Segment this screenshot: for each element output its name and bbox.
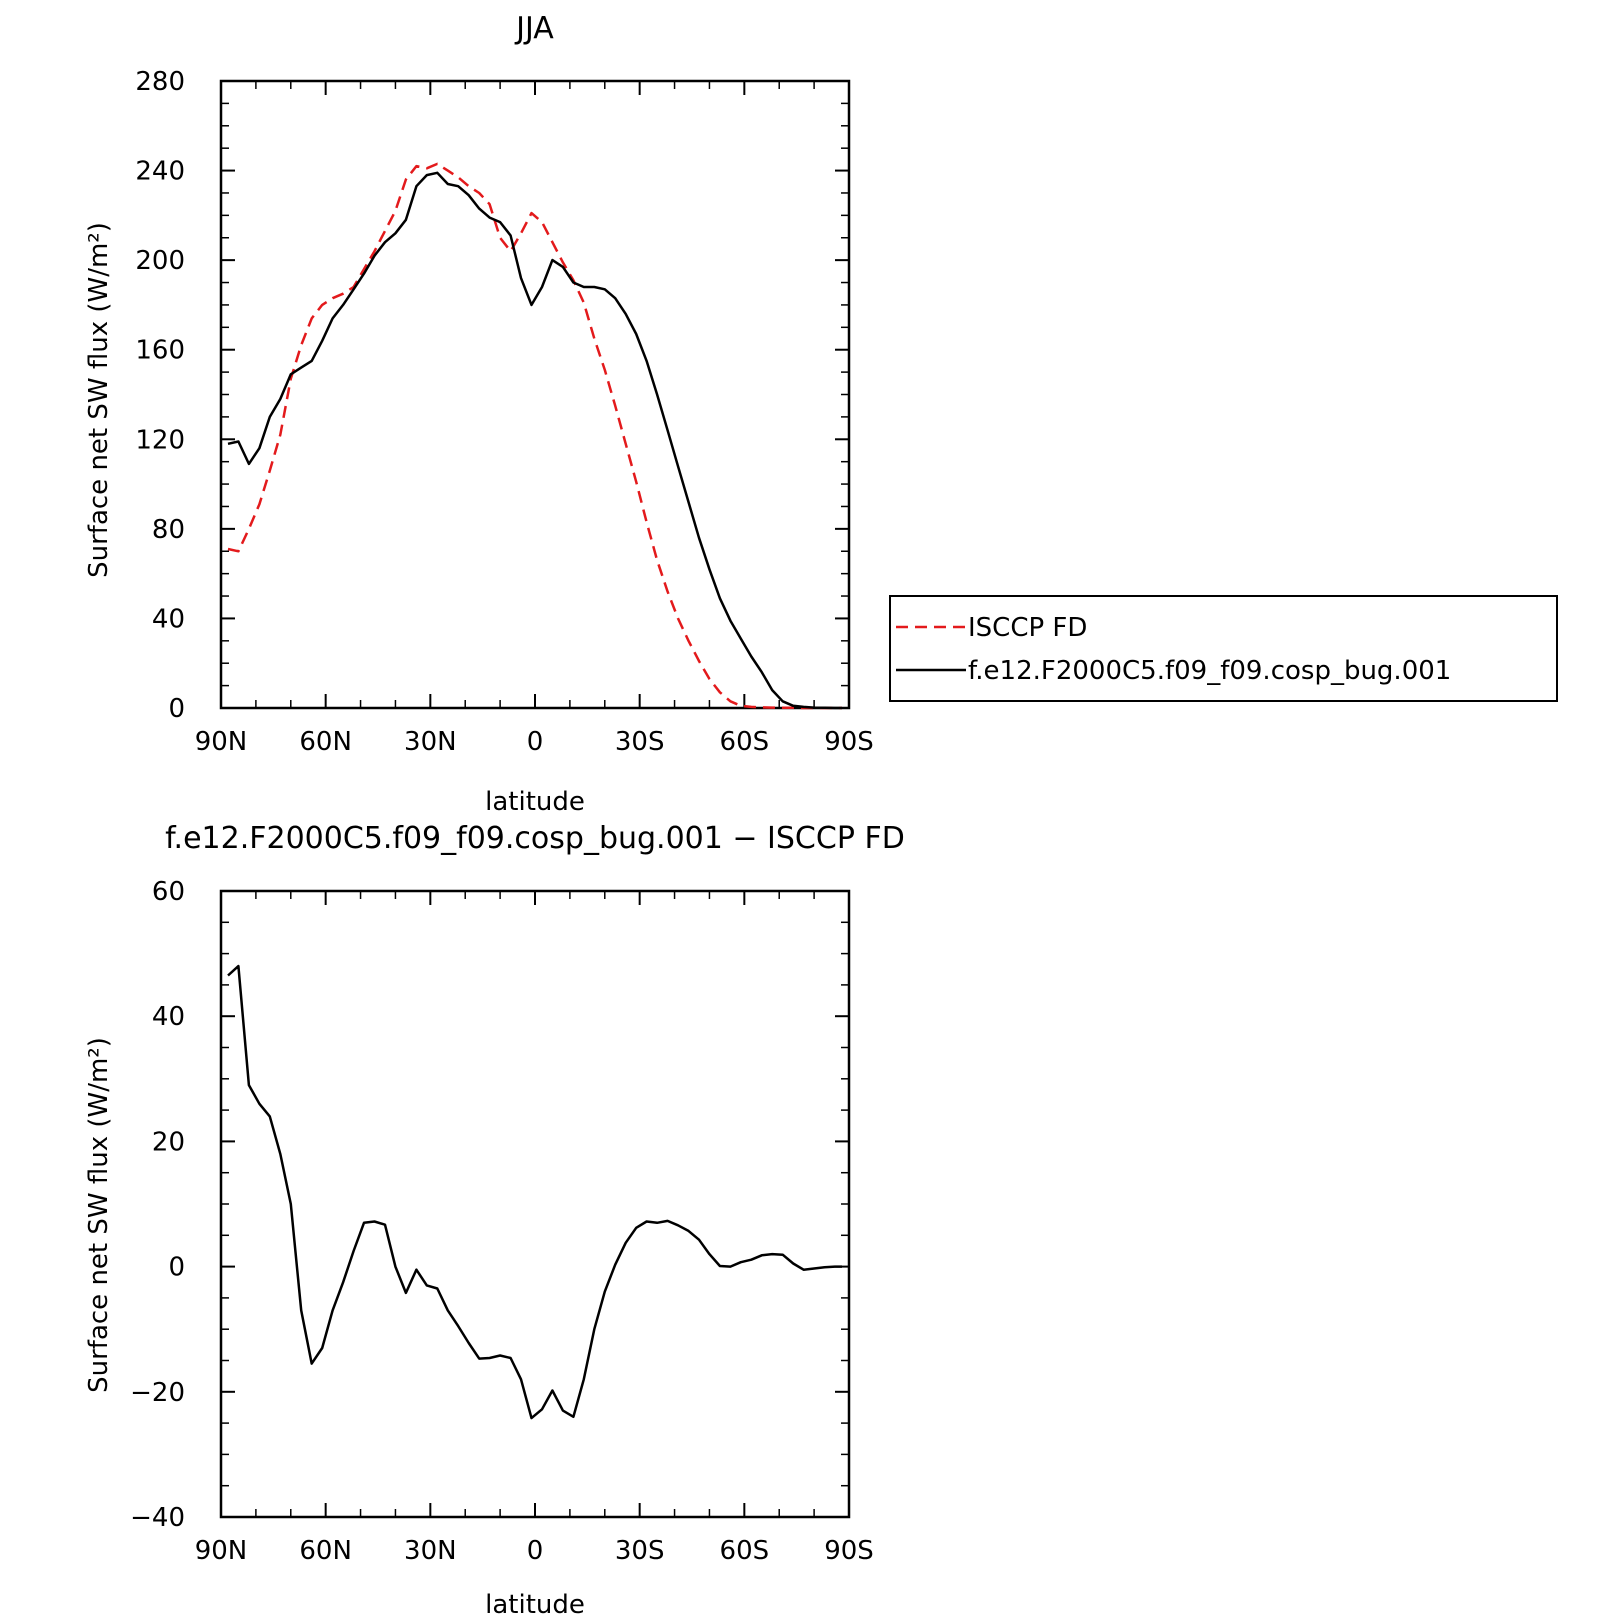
y-tick-label: 40 <box>152 1002 185 1032</box>
plot-area: 90N 60N 30N 0 30S 60S 90S 0 40 80 120 160 200 240 280 <box>135 67 873 757</box>
y-tick-label: 200 <box>135 246 185 276</box>
x-tick-label: 0 <box>527 727 544 757</box>
x-tick-label: 30N <box>404 1536 457 1566</box>
chart-title: f.e12.F2000C5.f09_f09.cosp_bug.001 − ISC… <box>165 821 905 856</box>
series-line-model <box>227 171 842 710</box>
x-axis-label: latitude <box>485 787 585 817</box>
y-tick-label: 0 <box>168 694 185 724</box>
legend-label-model: f.e12.F2000C5.f09_f09.cosp_bug.001 <box>968 656 1451 686</box>
y-tick-label: 280 <box>135 67 185 97</box>
legend-label-isccp: ISCCP FD <box>968 613 1087 643</box>
legend: ISCCP FD f.e12.F2000C5.f09_f09.cosp_bug.… <box>889 595 1558 702</box>
chart-title: JJA <box>514 11 554 46</box>
y-axis-label: Surface net SW flux (W/m²) <box>84 1037 114 1393</box>
y-tick-label: 40 <box>152 604 185 634</box>
x-tick-label: 30S <box>615 727 665 757</box>
x-tick-label: 30N <box>404 727 457 757</box>
y-axis-label: Surface net SW flux (W/m²) <box>84 222 114 578</box>
x-tick-label: 60N <box>299 1536 352 1566</box>
x-tick-label: 90S <box>824 727 874 757</box>
x-tick-label: 30S <box>615 1536 665 1566</box>
panel-difference: f.e12.F2000C5.f09_f09.cosp_bug.001 − ISC… <box>84 821 905 1619</box>
plot-area: 90N 60N 30N 0 30S 60S 90S −40 −20 0 20 40 60 <box>130 877 874 1566</box>
series-line-isccp-fd <box>227 162 842 710</box>
x-tick-label: 60S <box>720 727 770 757</box>
y-tick-label: −20 <box>130 1378 185 1408</box>
plot-frame <box>219 79 851 710</box>
y-tick-label: 80 <box>152 515 185 545</box>
y-tick-label: 240 <box>135 157 185 187</box>
x-axis-label: latitude <box>485 1590 585 1619</box>
x-tick-label: 90N <box>195 1536 248 1566</box>
y-tick-label: 160 <box>135 336 185 366</box>
y-tick-label: 60 <box>152 877 185 907</box>
legend-box <box>889 595 1558 702</box>
x-tick-label: 90S <box>824 1536 874 1566</box>
panel-jja: JJA 90N 60N 30N 0 30S 60S 90S 0 40 80 120 160 200 240… <box>84 11 1558 817</box>
x-tick-label: 60S <box>720 1536 770 1566</box>
series-line-model <box>227 964 842 1420</box>
x-tick-label: 0 <box>527 1536 544 1566</box>
y-tick-label: 0 <box>168 1253 185 1283</box>
y-tick-label: −40 <box>130 1503 185 1533</box>
x-tick-label: 60N <box>299 727 352 757</box>
x-tick-label: 90N <box>195 727 248 757</box>
y-tick-label: 20 <box>152 1127 185 1157</box>
y-tick-label: 120 <box>135 425 185 455</box>
plot-frame <box>219 889 851 1519</box>
